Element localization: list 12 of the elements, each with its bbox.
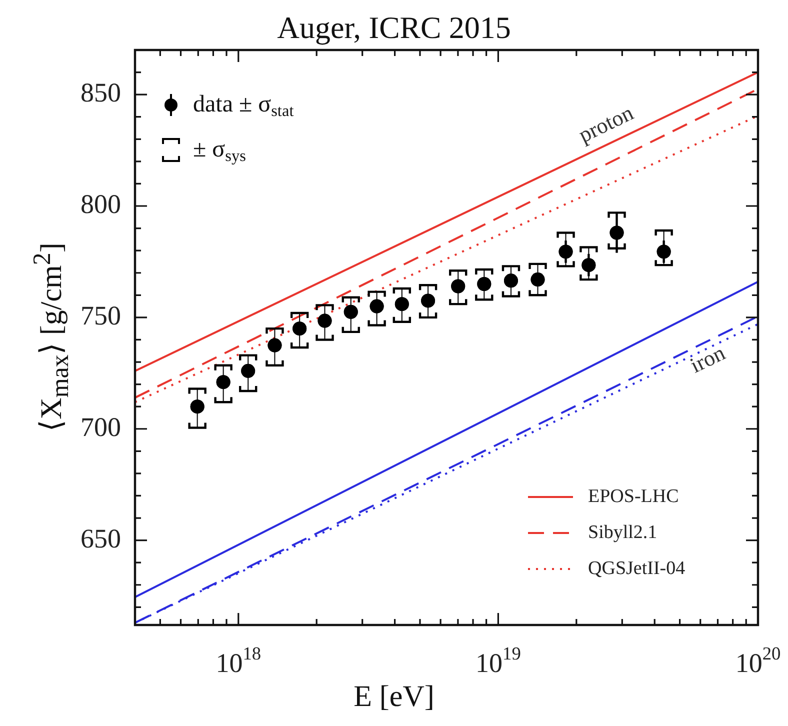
x-axis-title: E [eV] bbox=[352, 680, 436, 714]
annotation: iron bbox=[686, 340, 729, 378]
annotation: proton bbox=[574, 100, 638, 148]
legend-label: EPOS-LHC bbox=[588, 486, 679, 507]
legend-label: Sibyll2.1 bbox=[588, 522, 658, 543]
legend-label: QGSJetII-04 bbox=[588, 558, 686, 579]
y-tick-label: 650 bbox=[80, 523, 121, 554]
y-tick-label: 700 bbox=[80, 412, 121, 442]
y-tick-label: 800 bbox=[80, 189, 121, 220]
y-tick-label: 850 bbox=[80, 78, 121, 108]
y-tick-label: 750 bbox=[80, 300, 121, 331]
chart-title: Auger, ICRC 2015 bbox=[276, 10, 512, 46]
